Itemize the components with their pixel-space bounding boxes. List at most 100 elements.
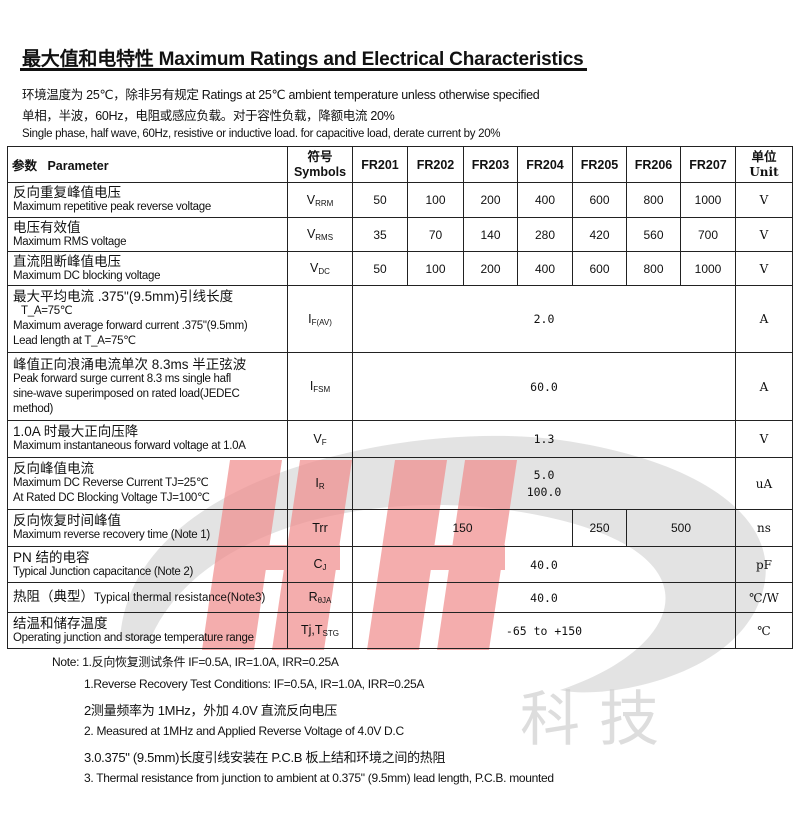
value-cell: 1000 [680,251,736,286]
value-cell: 60.0 [352,352,736,421]
value-100c: 100.0 [526,484,562,499]
symbol: Tj,T [301,623,323,637]
unit-cell: A [735,352,793,421]
parameter-text: 反向峰值电流 [13,461,94,476]
parameter-en: Maximum instantaneous forward voltage at… [13,440,246,452]
table-row: PN 结的电容 Typical Junction capacitance (Not… [7,546,793,583]
unit-cell: V [735,420,793,458]
value-cell: 800 [626,182,681,218]
ratings-table: 参数 Parameter 符号 Symbols FR201 FR202 FR203… [7,146,793,649]
note-3-cn: 3.0.375" (9.5mm)长度引线安装在 P.C.B 板上结和环境之间的热… [84,750,446,765]
value-cell: 700 [680,217,736,252]
note-2-en: 2. Measured at 1MHz and Applied Reverse … [84,724,404,738]
value-cell: 35 [352,217,408,252]
symbol-subscript: J [322,563,327,572]
value-cell: 400 [517,251,573,286]
symbol-cell: VRMS [287,217,353,252]
symbol-subscript: FSM [313,385,331,394]
note-1-cn: Note: 1.反向恢复测试条件 IF=0.5A, IR=1.0A, IRR=0… [52,655,339,669]
parameter-text: T_A=75℃ [21,305,73,317]
symbol-cell: VF [287,420,353,458]
value-cell: 560 [626,217,681,252]
unit-cell: V [735,217,793,252]
note-1-en: 1.Reverse Recovery Test Conditions: IF=0… [84,677,425,691]
symbol-cell: IFSM [287,352,353,421]
table-row: 峰值正向浪涌电流单次 8.3ms 半正弦波 Peak forward surge … [7,352,793,421]
value-cell: 280 [517,217,573,252]
table-row: 热阻（典型）Typical thermal resistance(Note3) R… [7,582,793,613]
parameter-text: 峰值正向浪涌电流单次 8.3ms 半正弦波 [13,356,247,372]
symbol: V [306,192,316,207]
parameter-cell: 最大平均电流 .375"(9.5mm)引线长度 T_A=75℃ Maximum av… [7,285,288,353]
unit-cell: A [735,285,793,353]
value-cell: 140 [463,217,518,252]
symbol-subscript: R [318,482,325,491]
symbol-subscript: F(AV) [311,317,332,327]
header-part: FR201 [352,146,408,183]
header-part: FR205 [572,146,627,183]
parameter-en: Maximum RMS voltage [13,235,127,248]
symbol: C [313,557,323,571]
unit-cell: pF [735,546,793,583]
parameter-cn: 热阻（典型） [13,589,94,604]
symbol-cell: IF(AV) [287,285,353,353]
header-part: FR202 [407,146,464,183]
header-parameter: 参数 Parameter [7,146,288,183]
value-cell: 50 [352,251,408,286]
header-symbols: 符号 Symbols [287,146,353,183]
parameter-cn: 1.0A 时最大正向压降 [13,424,139,439]
value-cell: 420 [572,217,627,252]
intro-line-1: 环境温度为 25℃，除非另有规定 Ratings at 25℃ ambient … [22,88,540,102]
unit-cell: ℃/W [735,582,793,613]
parameter-cell: 电压有效值 Maximum RMS voltage [7,217,288,252]
table-row: 反向重复峰值电压 Maximum repetitive peak reverse … [7,182,793,218]
symbol-cell: IR [287,457,353,510]
table-header-row: 参数 Parameter 符号 Symbols FR201 FR202 FR203… [7,146,793,183]
header-part: FR207 [680,146,736,183]
parameter-cell: 反向重复峰值电压 Maximum repetitive peak reverse … [7,182,288,218]
unit-cell: V [735,251,793,286]
value-cell: 50 [352,182,408,218]
table-row: 1.0A 时最大正向压降 Maximum instantaneous forwar… [7,420,793,458]
parameter-cell: 反向峰值电流 Maximum DC Reverse Current TJ=25℃ A… [7,457,288,510]
symbol: V [306,227,316,241]
header-part: FR206 [626,146,681,183]
intro-line-3: Single phase, half wave, 60Hz, resistive… [22,128,501,140]
parameter-en: Maximum reverse recovery time (Note 1) [13,529,210,541]
header-unit: 单位 Unit [735,146,793,183]
intro-line-2: 单相，半波，60Hz，电阻或感应负载。对于容性负载，降额电流 20% [22,109,395,123]
table-row: 反向恢复时间峰值 Maximum reverse recovery time (N… [7,509,793,547]
value-cell: 200 [463,251,518,286]
parameter-text: sine-wave superimposed on rated load(JED… [13,387,240,400]
symbol: I [309,379,314,393]
symbol: Trr [312,520,328,535]
parameter-cell: 结温和储存温度 Operating junction and storage te… [7,612,288,649]
value-cell: 100 [407,182,464,218]
value-cell: 500 [626,509,736,547]
parameter-text: method) [13,402,54,415]
parameter-cn: 结温和储存温度 [13,615,108,631]
parameter-cell: 1.0A 时最大正向压降 Maximum instantaneous forwar… [7,420,288,458]
unit-cell: ℃ [735,612,793,649]
symbol: I [308,311,312,326]
symbol: R [308,590,318,604]
value-cell: 600 [572,182,627,218]
parameter-cell: PN 结的电容 Typical Junction capacitance (Not… [7,546,288,583]
table-row: 电压有效值 Maximum RMS voltage VRMS 35 70 140 280 42… [7,217,793,252]
page-title: 最大值和电特性 Maximum Ratings and Electrical C… [22,49,584,70]
symbol-cell: VRRM [287,182,353,218]
parameter-cell: 直流阻断峰值电压 Maximum DC blocking voltage [7,251,288,286]
symbol-subscript: RRM [315,198,334,208]
note-2-cn: 2测量频率为 1MHz，外加 4.0V 直流反向电压 [84,703,337,718]
parameter-en: Maximum DC blocking voltage [13,269,161,282]
value-cell: 2.0 [352,285,736,353]
value-cell: 400 [517,182,573,218]
parameter-text: At Rated DC Blocking Voltage TJ=100℃ [13,492,210,504]
value-cell: 40.0 [352,582,736,613]
unit-cell: V [735,182,793,218]
symbol-subscript: DC [318,267,330,276]
note-3-en: 3. Thermal resistance from junction to a… [84,771,554,785]
table-row: 直流阻断峰值电压 Maximum DC blocking voltage V DC 50… [7,251,793,286]
title-underline [20,68,587,71]
symbol-subscript: RMS [315,233,334,242]
